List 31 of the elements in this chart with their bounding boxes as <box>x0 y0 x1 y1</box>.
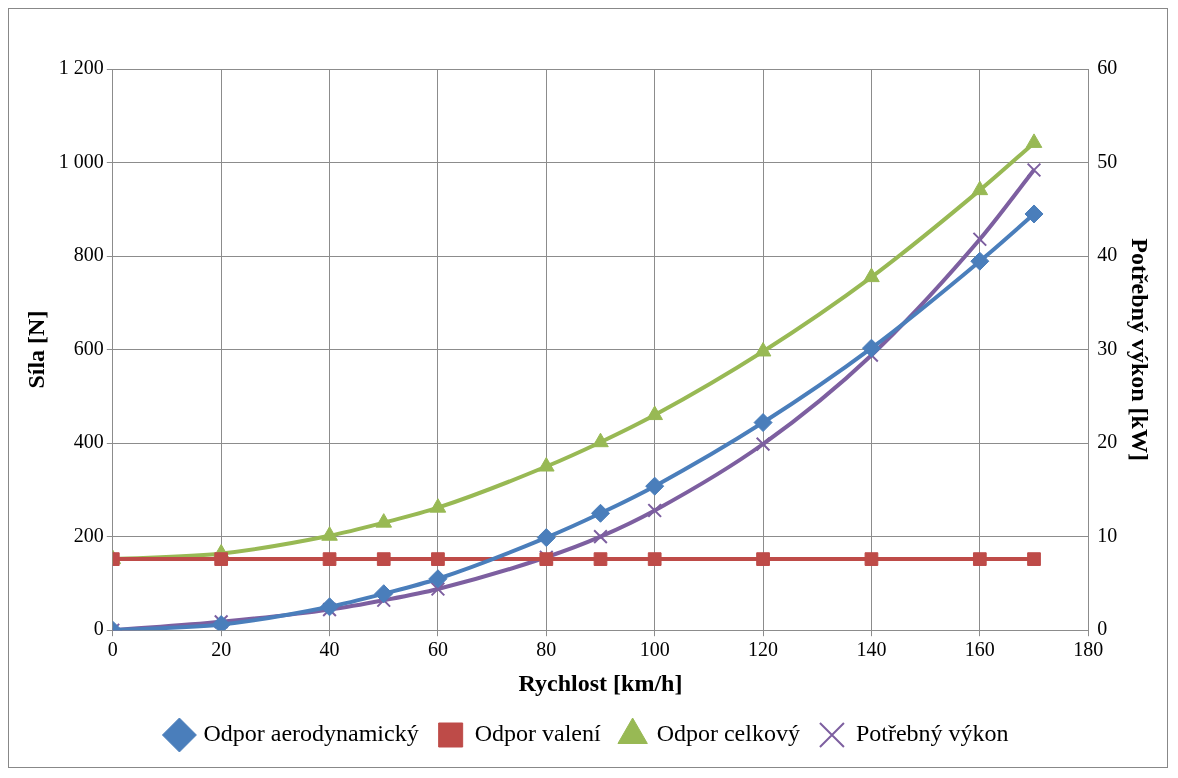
x-tick-label: 20 <box>211 638 232 661</box>
y2-tick-label: 60 <box>1097 56 1118 79</box>
y-axis-title: Síla [N] <box>22 310 49 389</box>
y-tick-label: 1 200 <box>58 56 104 79</box>
legend-label: Odpor aerodynamický <box>203 720 419 747</box>
y-tick-label: 400 <box>73 430 104 453</box>
y-tick-label: 800 <box>73 243 104 266</box>
x-tick-label: 140 <box>856 638 887 661</box>
x-tick-label: 180 <box>1073 638 1104 661</box>
y2-tick-label: 20 <box>1097 430 1118 453</box>
y2-axis-title: Potřebný výkon [kW] <box>1127 238 1154 461</box>
legend-label: Odpor celkový <box>656 720 800 747</box>
x-tick-label: 160 <box>964 638 995 661</box>
x-tick-label: 40 <box>319 638 340 661</box>
x-tick-label: 0 <box>107 638 118 661</box>
x-axis-title: Rychlost [km/h] <box>518 669 683 696</box>
y2-tick-label: 50 <box>1097 149 1118 172</box>
y-tick-label: 200 <box>73 523 104 546</box>
legend-label: Odpor valení <box>474 720 601 747</box>
x-tick-label: 60 <box>427 638 448 661</box>
legend-label: Potřebný výkon <box>855 720 1009 747</box>
x-tick-label: 80 <box>536 638 557 661</box>
x-tick-label: 100 <box>639 638 670 661</box>
y2-tick-label: 10 <box>1097 523 1118 546</box>
x-tick-label: 120 <box>748 638 779 661</box>
y2-tick-label: 30 <box>1097 336 1118 359</box>
y-tick-label: 600 <box>73 336 104 359</box>
y-tick-label: 1 000 <box>58 149 104 172</box>
y2-tick-label: 40 <box>1097 243 1118 266</box>
y2-tick-label: 0 <box>1097 617 1108 640</box>
y-tick-label: 0 <box>93 617 104 640</box>
